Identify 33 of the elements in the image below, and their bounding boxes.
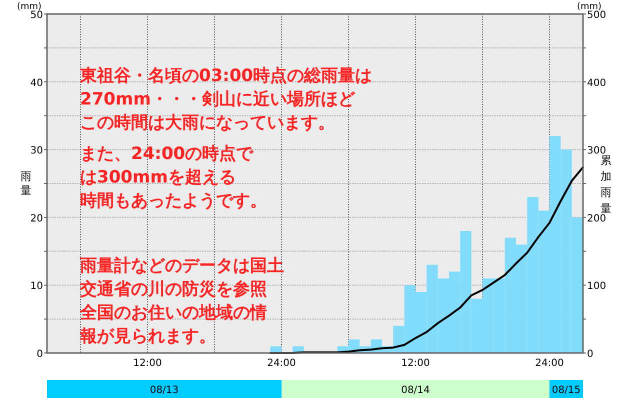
y2-tick-label: 500 bbox=[587, 10, 606, 21]
annotation: 交通省の川の防災を参照 bbox=[79, 280, 267, 300]
y-tick-label: 0 bbox=[36, 349, 43, 360]
annotation: は300mmを超える bbox=[80, 168, 236, 188]
x-tick-label: 24:00 bbox=[267, 358, 296, 369]
annotation: 270mm・・・剣山に近い場所ほど bbox=[80, 90, 356, 110]
y2-axis-title: 累加雨量 bbox=[600, 154, 612, 215]
y-tick-label: 10 bbox=[30, 281, 43, 292]
y-tick-label: 40 bbox=[30, 78, 43, 89]
annotation: 時間もあったようです。 bbox=[80, 191, 267, 211]
annotation: また、24:00の時点で bbox=[80, 144, 254, 164]
y-axis-title: 雨量 bbox=[20, 170, 32, 197]
text: (mm) bbox=[577, 2, 602, 12]
annotation: この時間は大雨になっています。 bbox=[80, 113, 335, 133]
y-tick-label: 20 bbox=[30, 213, 43, 224]
text: 08/13 bbox=[150, 385, 179, 396]
annotation: 東祖谷・名頃の03:00時点の総雨量は bbox=[79, 66, 372, 86]
y2-tick-label: 0 bbox=[587, 349, 594, 360]
text: 08/14 bbox=[401, 385, 430, 396]
line-series bbox=[269, 166, 584, 354]
text: 08/15 bbox=[552, 385, 581, 396]
y2-tick-label: 100 bbox=[587, 281, 606, 292]
annotation: 報が見られます。 bbox=[79, 326, 216, 346]
y2-tick-label: 200 bbox=[587, 213, 606, 224]
annotation: 雨量計などのデータは国土 bbox=[79, 256, 284, 276]
x-tick-label: 12:00 bbox=[133, 358, 162, 369]
annotation: 全国のお住いの地域の情 bbox=[79, 303, 267, 323]
x-tick-label: 12:00 bbox=[401, 358, 430, 369]
y2-tick-label: 400 bbox=[587, 78, 606, 89]
text: (mm) bbox=[17, 2, 42, 12]
y-tick-label: 50 bbox=[30, 10, 43, 21]
x-tick-label: 24:00 bbox=[535, 358, 564, 369]
y-tick-label: 30 bbox=[30, 146, 43, 157]
